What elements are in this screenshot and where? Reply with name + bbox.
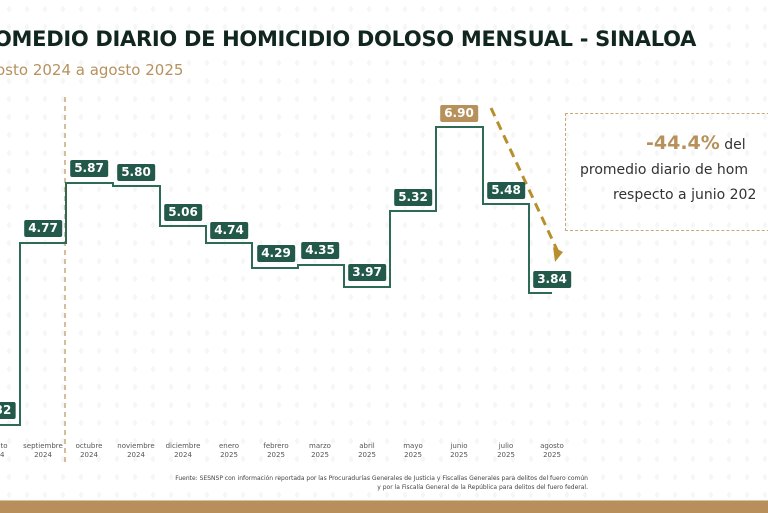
x-label-year: 2025 <box>358 451 376 459</box>
x-label-sep-2024: septiembre 2024 <box>13 442 73 460</box>
chart-subtitle: osto 2024 a agosto 2025 <box>0 61 184 79</box>
value-label-jul-2025: 5.48 <box>487 182 525 199</box>
source-line-1: Fuente: SESNSP con información reportada… <box>175 475 588 482</box>
x-label-year: 2025 <box>267 451 285 459</box>
value-label-dic-2024: 5.06 <box>164 204 202 221</box>
x-label-year: 2024 <box>80 451 98 459</box>
callout-line-2: promedio diario de hom <box>580 162 748 178</box>
value-label-ago-2024: 32 <box>0 402 16 419</box>
x-label-month: octubre <box>75 442 103 450</box>
x-label-may-2025: mayo 2025 <box>383 442 443 460</box>
x-label-oct-2024: octubre 2024 <box>59 442 119 460</box>
callout-percent-tail: del <box>719 137 746 153</box>
x-label-year: 2025 <box>543 451 561 459</box>
callout-percent: -44.4% <box>646 132 720 154</box>
value-label-jun-2025: 6.90 <box>440 105 478 122</box>
x-label-year: 2025 <box>450 451 468 459</box>
step-line <box>0 126 552 426</box>
x-label-month: mayo <box>403 442 423 450</box>
value-label-may-2025: 5.32 <box>394 189 432 206</box>
x-label-month: osto <box>0 442 8 450</box>
x-label-year: 2025 <box>497 451 515 459</box>
x-label-month: agosto <box>540 442 564 450</box>
x-label-month: febrero <box>263 442 289 450</box>
x-label-year: 2025 <box>220 451 238 459</box>
x-label-jul-2025: julio 2025 <box>476 442 536 460</box>
value-label-mar-2025: 4.35 <box>301 242 339 259</box>
x-label-ago-2024: osto24 <box>0 442 30 460</box>
x-label-year: 24 <box>0 451 5 459</box>
x-label-year: 2024 <box>174 451 192 459</box>
value-label-nov-2024: 5.80 <box>117 164 155 181</box>
value-label-abr-2025: 3.97 <box>348 264 386 281</box>
x-label-dic-2024: diciembre 2024 <box>153 442 213 460</box>
footer-bar <box>0 500 768 513</box>
x-label-month: septiembre <box>23 442 63 450</box>
x-label-jun-2025: junio 2025 <box>429 442 489 460</box>
x-label-feb-2025: febrero 2025 <box>246 442 306 460</box>
reduction-callout: -44.4% del promedio diario de hom respec… <box>565 113 768 231</box>
chart-title: OMEDIO DIARIO DE HOMICIDIO DOLOSO MENSUA… <box>0 27 697 51</box>
x-label-month: diciembre <box>165 442 201 450</box>
trend-arrow-line <box>489 107 560 253</box>
value-label-feb-2025: 4.29 <box>257 245 295 262</box>
x-label-year: 2024 <box>127 451 145 459</box>
source-note: Fuente: SESNSP con información reportada… <box>175 474 588 492</box>
value-label-oct-2024: 5.87 <box>70 160 108 177</box>
x-label-month: enero <box>218 442 240 450</box>
value-label-ago-2025: 3.84 <box>533 271 571 288</box>
x-label-month: junio <box>450 442 468 450</box>
callout-line-3: respecto a junio 202 <box>613 187 757 203</box>
source-line-2: y por la Fiscalía General de la Repúblic… <box>377 484 588 491</box>
x-label-year: 2025 <box>311 451 329 459</box>
x-label-nov-2024: noviembre 2024 <box>106 442 166 460</box>
value-label-sep-2024: 4.77 <box>24 220 62 237</box>
x-label-year: 2025 <box>404 451 422 459</box>
value-label-ene-2025: 4.74 <box>210 222 248 239</box>
x-label-year: 2024 <box>34 451 52 459</box>
x-label-ene-2025: enero 2025 <box>199 442 259 460</box>
x-label-month: abril <box>359 442 375 450</box>
x-label-month: marzo <box>309 442 331 450</box>
x-label-ago-2025: agosto 2025 <box>522 442 582 460</box>
x-label-month: julio <box>498 442 514 450</box>
x-label-month: noviembre <box>117 442 155 450</box>
callout-headline: -44.4% del <box>646 132 746 154</box>
trend-arrow-head-icon <box>553 247 563 262</box>
x-label-mar-2025: marzo 2025 <box>290 442 350 460</box>
x-label-abr-2025: abril 2025 <box>337 442 397 460</box>
